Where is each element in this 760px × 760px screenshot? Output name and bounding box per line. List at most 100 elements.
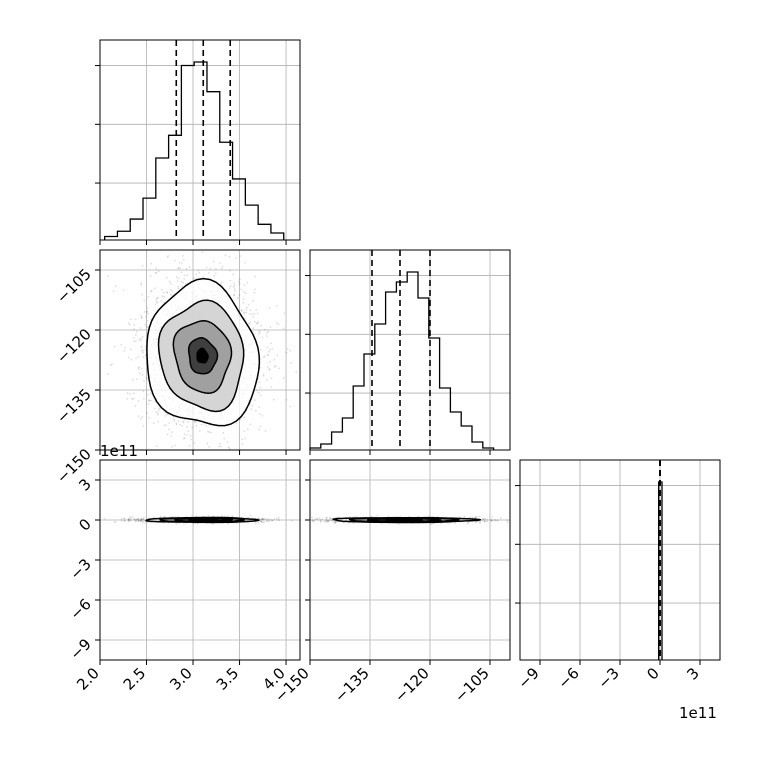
panel-background <box>310 250 510 450</box>
sample-point <box>242 301 245 304</box>
sample-point <box>232 286 235 288</box>
y-tick-label: 0 <box>75 515 94 534</box>
sample-point <box>140 282 143 284</box>
sample-point <box>253 312 256 315</box>
sample-point <box>170 282 172 285</box>
sample-point <box>141 293 144 296</box>
sample-point <box>285 399 288 401</box>
sample-point <box>250 408 253 410</box>
sample-point <box>129 318 132 321</box>
sample-point <box>113 521 116 523</box>
sample-point <box>260 518 263 521</box>
sample-point <box>247 516 249 519</box>
sample-point <box>128 323 131 326</box>
sample-point <box>220 283 222 286</box>
sample-point <box>182 437 185 440</box>
sample-point <box>275 305 278 307</box>
sample-point <box>173 292 176 295</box>
sample-point <box>187 430 190 432</box>
sample-point <box>191 426 194 429</box>
sample-point <box>227 515 229 517</box>
sample-point <box>251 312 254 315</box>
sample-point <box>175 423 178 426</box>
sample-point <box>243 312 246 314</box>
sample-point <box>239 278 241 281</box>
sample-point <box>265 520 268 523</box>
sample-point <box>453 522 456 525</box>
sample-point <box>212 260 215 263</box>
sample-point <box>190 515 193 517</box>
sample-point <box>175 522 178 525</box>
sample-point <box>183 274 186 277</box>
panel-border <box>519 459 721 661</box>
sample-point <box>178 261 181 264</box>
sample-point <box>285 351 288 354</box>
sample-point <box>233 294 236 296</box>
sample-point <box>238 283 241 286</box>
sample-point <box>282 377 285 379</box>
sample-point <box>123 517 126 520</box>
sample-point <box>155 272 158 274</box>
sample-point <box>253 320 256 323</box>
sample-point <box>183 433 186 436</box>
sample-point <box>134 334 137 336</box>
contour-line <box>172 320 233 395</box>
sample-point <box>272 398 275 401</box>
sample-point <box>228 269 231 272</box>
sample-point <box>182 420 184 423</box>
sample-point <box>142 518 145 521</box>
sample-point <box>155 300 158 303</box>
sample-point <box>289 405 292 408</box>
sample-point <box>131 516 134 518</box>
sample-point <box>267 330 270 333</box>
sample-point <box>259 331 261 334</box>
sample-point <box>137 367 140 369</box>
sample-point <box>123 350 125 352</box>
sample-point <box>255 309 257 311</box>
sample-point <box>263 518 265 521</box>
sample-point <box>146 412 149 414</box>
sample-point <box>138 518 141 520</box>
sample-point <box>146 326 148 329</box>
sample-point <box>148 399 151 401</box>
sample-point <box>157 420 160 423</box>
sample-point <box>137 415 140 418</box>
sample-point <box>142 425 145 427</box>
sample-point <box>132 392 135 394</box>
sample-point <box>180 271 183 274</box>
sample-point <box>174 444 177 447</box>
sample-point <box>158 407 161 410</box>
sample-point <box>144 348 147 351</box>
sample-point <box>229 279 232 282</box>
sample-point <box>205 425 208 427</box>
sample-point <box>260 324 263 327</box>
sample-point <box>258 428 260 431</box>
panel-border <box>99 39 301 241</box>
sample-point <box>193 277 196 279</box>
sample-point <box>138 338 141 341</box>
sample-point <box>183 259 185 261</box>
sample-point <box>114 285 117 288</box>
sample-point <box>243 416 246 419</box>
sample-point <box>256 322 259 325</box>
sample-point <box>318 517 321 520</box>
sample-point <box>136 378 138 380</box>
sample-point <box>135 520 138 522</box>
sample-point <box>139 327 142 329</box>
sample-point <box>266 346 269 349</box>
sample-point <box>140 345 143 347</box>
sample-point <box>133 337 136 339</box>
sample-point <box>146 307 149 309</box>
sample-point <box>127 520 130 523</box>
sample-point <box>170 435 173 437</box>
panel-contour-2: −150 −135 −120 −105 <box>271 459 511 706</box>
sample-point <box>247 323 250 325</box>
sample-point <box>133 517 136 520</box>
sample-point <box>168 422 171 424</box>
sample-point <box>243 291 246 293</box>
sample-point <box>166 433 169 436</box>
sample-point <box>256 312 259 315</box>
sample-point <box>252 517 254 519</box>
sample-point <box>184 437 187 439</box>
sample-point <box>188 445 191 447</box>
